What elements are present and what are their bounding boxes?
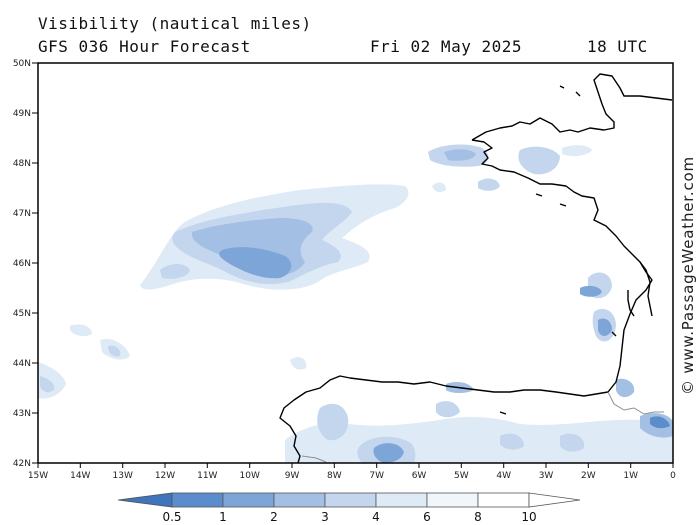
visibility-area xyxy=(160,264,190,279)
lat-label: 47N xyxy=(13,209,31,219)
colorbar-label: 0.5 xyxy=(162,510,181,524)
coastline xyxy=(279,73,673,463)
lat-label: 48N xyxy=(13,159,31,169)
lon-label: 13W xyxy=(113,471,133,481)
longitude-axis xyxy=(37,463,674,468)
visibility-area xyxy=(373,443,404,463)
visibility-area xyxy=(108,345,121,357)
lon-label: 6W xyxy=(412,471,427,481)
visibility-area xyxy=(444,149,476,161)
visibility-area xyxy=(290,357,307,370)
colorbar-cell xyxy=(273,492,326,508)
visibility-area xyxy=(562,145,592,157)
colorbar-label: 4 xyxy=(372,510,380,524)
colorbar-label: 8 xyxy=(474,510,482,524)
visibility-area xyxy=(518,146,560,175)
lon-label: 1W xyxy=(623,471,638,481)
lat-label: 50N xyxy=(13,59,31,69)
lon-label: 9W xyxy=(285,471,300,481)
map-title: Visibility (nautical miles) xyxy=(38,14,312,33)
lon-label: 8W xyxy=(327,471,342,481)
lon-label: 14W xyxy=(70,471,90,481)
lon-label: 3W xyxy=(539,471,554,481)
credit-text: © www.PassageWeather.com xyxy=(679,156,697,395)
visibility-area xyxy=(40,376,55,393)
visibility-area xyxy=(219,247,292,279)
visibility-area xyxy=(616,378,635,398)
latitude-axis xyxy=(32,62,38,464)
lat-label: 46N xyxy=(13,259,31,269)
colorbar-cell xyxy=(528,492,581,508)
lon-label: 4W xyxy=(496,471,511,481)
visibility-area xyxy=(317,403,349,441)
visibility-area xyxy=(650,416,670,429)
colorbar-cell xyxy=(426,492,479,508)
colorbar-cell xyxy=(117,492,173,508)
lon-label: 2W xyxy=(581,471,596,481)
colorbar-cell xyxy=(222,492,275,508)
forecast-date: Fri 02 May 2025 xyxy=(370,37,522,56)
colorbar-cell xyxy=(477,492,530,508)
lat-label: 49N xyxy=(13,109,31,119)
border-lines xyxy=(301,391,664,463)
colorbar xyxy=(117,492,581,508)
model-label: GFS 036 Hour Forecast xyxy=(38,37,251,56)
border-france-spain xyxy=(607,391,664,415)
lon-label: 12W xyxy=(155,471,175,481)
border-spain-portugal xyxy=(301,455,327,463)
colorbar-label: 2 xyxy=(270,510,278,524)
visibility-area xyxy=(500,433,524,450)
lon-label: 7W xyxy=(369,471,384,481)
lon-label: 10W xyxy=(240,471,260,481)
lat-label: 42N xyxy=(13,459,31,469)
forecast-time: 18 UTC xyxy=(587,37,648,56)
colorbar-label: 6 xyxy=(423,510,431,524)
coastline-channel-islands xyxy=(499,85,617,415)
lat-label: 44N xyxy=(13,359,31,369)
colorbar-cell xyxy=(171,492,224,508)
colorbar-cell xyxy=(324,492,377,508)
visibility-area xyxy=(70,324,92,337)
visibility-area xyxy=(598,318,612,336)
visibility-area xyxy=(580,285,602,297)
lon-label: 5W xyxy=(454,471,469,481)
visibility-field xyxy=(38,144,673,463)
visibility-area xyxy=(436,401,460,418)
colorbar-label: 3 xyxy=(321,510,329,524)
coastline-brittany-biscay xyxy=(279,73,673,463)
colorbar-label: 10 xyxy=(521,510,536,524)
lat-label: 45N xyxy=(13,309,31,319)
lon-label: 15W xyxy=(28,471,48,481)
visibility-area xyxy=(478,178,500,191)
coastline-landes xyxy=(627,261,653,317)
visibility-area xyxy=(560,433,585,452)
visibility-area xyxy=(432,182,446,193)
colorbar-cell xyxy=(375,492,428,508)
lon-label: 0 xyxy=(670,471,676,481)
lon-label: 11W xyxy=(197,471,217,481)
lat-label: 43N xyxy=(13,409,31,419)
colorbar-label: 1 xyxy=(219,510,227,524)
